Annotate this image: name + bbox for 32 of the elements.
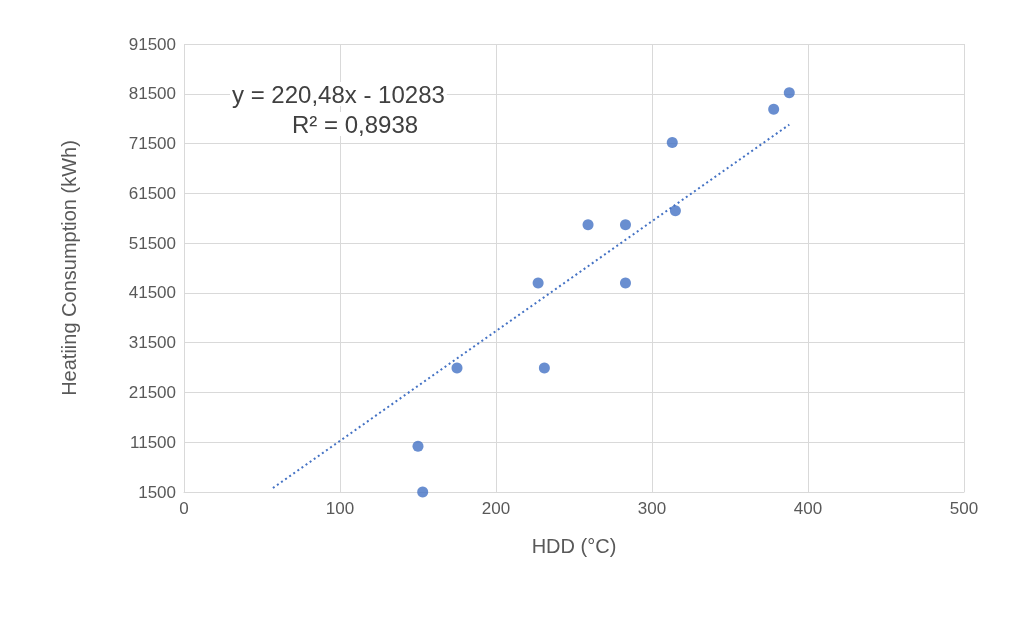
point (783, 87, 795, 99)
point (451, 362, 463, 374)
x-tick-label: 500 (949, 499, 979, 518)
y-tick-label: 21500 (128, 382, 176, 402)
y-tick-label: 51500 (128, 233, 176, 253)
x-tick-label: 300 (637, 499, 667, 518)
y-tick-label: 31500 (128, 333, 176, 353)
point (666, 137, 678, 149)
x-tick-label: 100 (325, 499, 355, 518)
x-tick-label: 200 (481, 499, 511, 518)
y-tick-label: 81500 (128, 84, 176, 104)
point (619, 219, 631, 231)
point (532, 277, 544, 289)
x-axis-title: HDD (°C) (531, 535, 617, 557)
x-tick-label: 0 (179, 499, 189, 518)
annotation: R² = 0,8938 (292, 110, 419, 138)
point (417, 486, 429, 498)
y-axis-title: Heatiing Consumption (kWh) (58, 140, 80, 396)
point (619, 277, 631, 289)
y-tick-label: 61500 (128, 183, 176, 203)
y-tick-label: 91500 (128, 34, 176, 54)
point (412, 440, 424, 452)
point (582, 219, 594, 231)
point (669, 205, 681, 217)
y-tick-label: 71500 (128, 134, 176, 154)
annotation: y = 220,48x - 10283 (232, 80, 445, 108)
x-tick-label: 400 (793, 499, 823, 518)
point (768, 103, 780, 115)
y-tick-label: 1500 (138, 482, 176, 502)
y-tick-label: 11500 (129, 432, 176, 452)
point (538, 362, 550, 374)
y-tick-label: 41500 (128, 283, 176, 303)
